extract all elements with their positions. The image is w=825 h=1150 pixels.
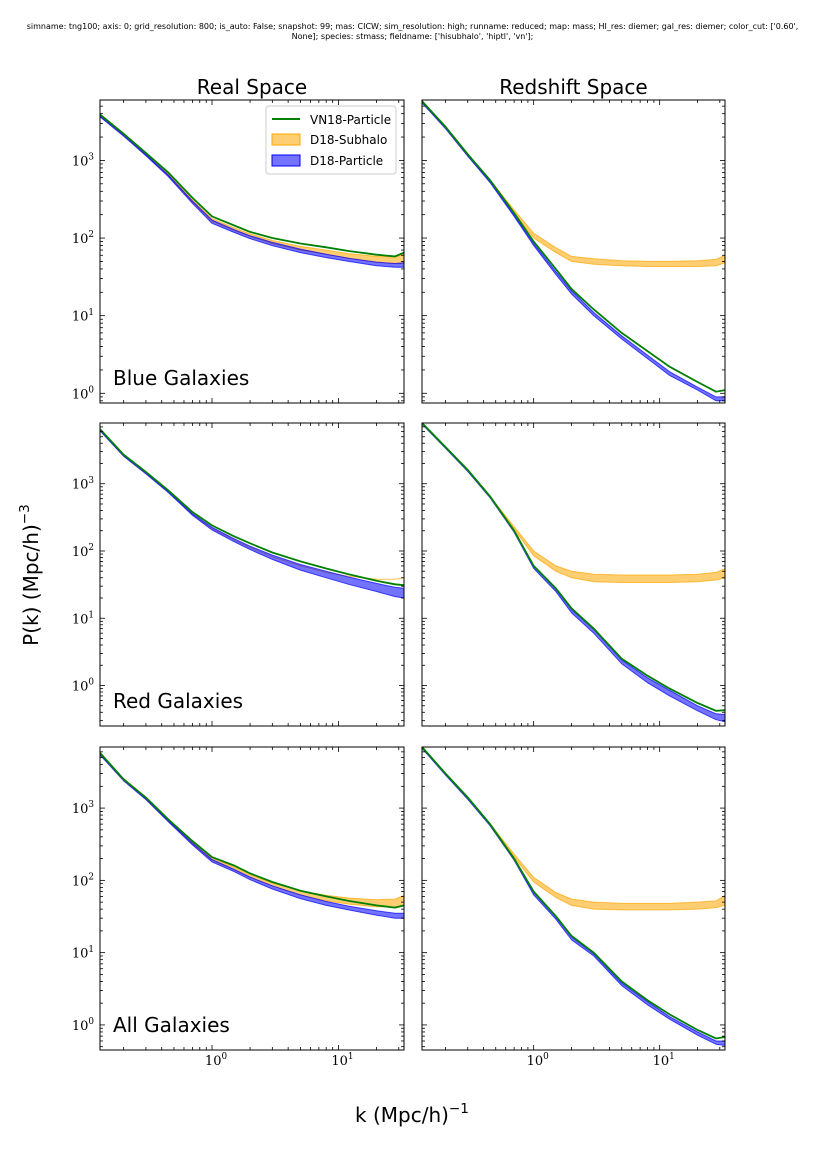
panel [421,99,726,404]
band-d18-subhalo [100,430,404,580]
band-d18-subhalo [100,752,404,908]
legend-label-vn18: VN18-Particle [310,113,391,127]
band-d18-subhalo [422,747,725,911]
line-vn18-particle [422,100,725,393]
panel [99,746,405,1051]
panel-data [422,747,725,1047]
y-tick-label: 103 [72,153,94,170]
band-d18-particle [422,101,725,402]
row-label: Blue Galaxies [113,366,249,390]
band-d18-particle [422,747,725,1047]
panel-data [100,113,404,268]
y-tick-label: 103 [72,800,94,817]
band-d18-subhalo [422,423,725,583]
x-tick-label: 100 [205,1052,228,1069]
y-axis-label: P(k) (Mpc/h)−3 [17,504,43,646]
x-tick-label: 100 [527,1052,550,1069]
panel-frame [421,99,726,404]
band-d18-particle [100,115,404,268]
legend-label-particle: D18-Particle [310,154,383,168]
legend-swatch-subhalo [271,133,301,146]
band-d18-particle [100,429,404,599]
panel-frame [421,746,726,1051]
x-axis-label: k (Mpc/h)−1 [355,1101,469,1127]
panel [421,422,726,727]
panel-frame [99,746,405,1051]
line-vn18-particle [100,428,404,587]
panel [99,99,405,404]
line-vn18-particle [100,113,404,258]
y-tick-label: 100 [72,1017,95,1034]
line-vn18-particle [422,423,725,712]
panel-data [100,752,404,919]
y-tick-label: 101 [72,308,94,325]
panel-data [422,100,725,402]
band-d18-subhalo [422,100,725,267]
legend-swatch-particle [271,154,301,167]
figure-title: simname: tng100; axis: 0; grid_resolutio… [26,22,799,41]
line-vn18-particle [100,752,404,909]
legend: VN18-Particle D18-Subhalo D18-Particle [265,105,397,175]
column-title: Redshift Space [499,75,648,99]
row-label: All Galaxies [113,1013,230,1037]
panel-frame [421,422,726,727]
x-tick-label: 101 [331,1052,353,1069]
y-tick-label: 101 [72,945,94,962]
panel-data [422,423,725,723]
panel-frame [99,422,405,727]
y-tick-label: 101 [72,610,94,627]
panel-frame [99,99,405,404]
legend-label-subhalo: D18-Subhalo [310,133,387,147]
column-title: Real Space [197,75,307,99]
row-label: Red Galaxies [113,689,243,713]
y-tick-label: 102 [72,230,94,247]
panel [99,422,405,727]
panel-data [100,428,404,599]
panel [421,746,726,1051]
y-tick-label: 100 [72,678,95,695]
x-tick-label: 101 [653,1052,675,1069]
y-tick-label: 100 [72,385,95,402]
y-tick-label: 103 [72,476,94,493]
band-d18-particle [100,753,404,919]
line-vn18-particle [422,747,725,1040]
y-tick-label: 102 [72,873,94,890]
y-tick-label: 102 [72,543,94,560]
